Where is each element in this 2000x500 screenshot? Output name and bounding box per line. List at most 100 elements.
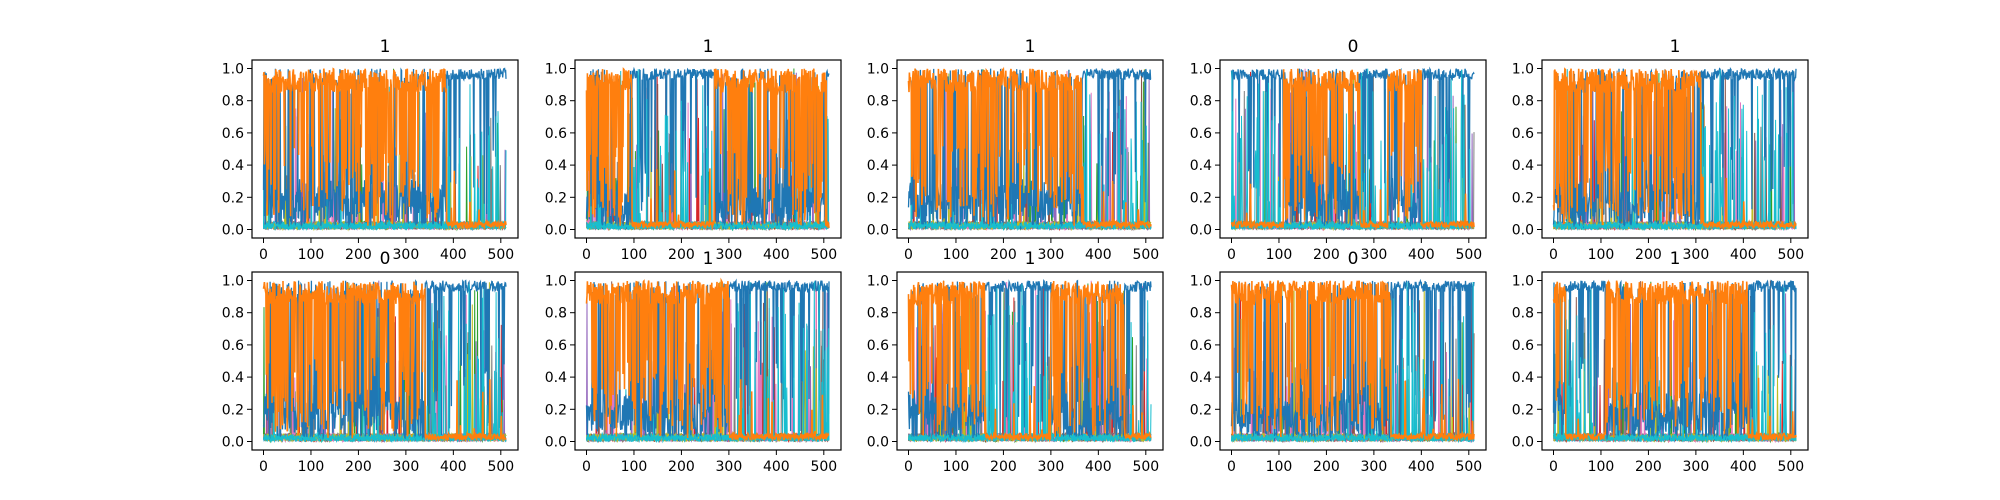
subplot-10: 1 0 100 200 300 400 500 0.0 0.2 0.4 0.6 0.8 1.0 [1512,249,1809,475]
y-tick-label: 0.8 [1190,306,1212,322]
axes-frame [896,271,1164,451]
y-tick-label: 0.0 [222,223,244,239]
y-tick-label: 1.0 [222,62,244,78]
x-tick-label: 400 [763,247,790,263]
series-line [1552,279,1797,443]
subplot-1: 1 0 100 200 300 400 500 0.0 0.2 0.4 0.6 0.8 1.0 [222,37,519,263]
series-line [1553,69,1797,232]
y-tick-label: 0.2 [867,190,889,206]
y-tick-label: 0.0 [867,223,889,239]
x-tick-label: 200 [990,459,1017,475]
y-tick-label: 0.6 [867,338,889,354]
y-tick-label: 0.8 [545,94,567,110]
axes-frame [1541,59,1809,239]
y-tick-label: 0.4 [222,158,244,174]
y-tick-label: 1.0 [1190,274,1212,290]
x-tick-label: 300 [393,247,420,263]
x-tick-label: 0 [259,247,268,263]
subplot-title: 1 [703,37,714,57]
x-tick-label: 100 [621,247,648,263]
subplot-7: 1 0 100 200 300 400 500 0.0 0.2 0.4 0.6 0.8 1.0 [545,249,842,475]
series-line [907,67,1152,230]
y-tick-label: 0.4 [867,158,889,174]
y-tick-label: 0.0 [867,435,889,451]
x-tick-label: 200 [1313,247,1340,263]
y-tick-label: 0.6 [222,126,244,142]
y-tick-label: 0.8 [867,306,889,322]
y-tick-label: 0.4 [1512,370,1534,386]
x-tick-label: 500 [810,247,837,263]
x-tick-label: 400 [1408,247,1435,263]
series-line [1231,281,1475,444]
x-tick-label: 200 [345,459,372,475]
x-tick-label: 500 [810,459,837,475]
series-line [586,281,830,444]
y-tick-label: 0.2 [1512,190,1534,206]
axes-frame [1219,59,1487,239]
subplot-title: 1 [380,37,391,57]
x-tick-label: 200 [1635,459,1662,475]
series-line [907,280,1152,443]
x-tick-label: 400 [440,247,467,263]
x-tick-label: 300 [1038,247,1065,263]
y-tick-label: 0.8 [222,94,244,110]
subplot-title: 1 [1025,37,1036,57]
x-tick-label: 200 [668,247,695,263]
y-tick-label: 0.2 [867,402,889,418]
axes-frame [1219,271,1487,451]
x-tick-label: 100 [1266,247,1293,263]
subplot-title: 1 [1670,249,1681,269]
x-tick-label: 300 [1683,459,1710,475]
subplot-title: 0 [380,249,391,269]
series-line [586,69,830,232]
axes-frame [251,271,519,451]
y-tick-label: 0.2 [222,190,244,206]
y-tick-label: 0.0 [1512,223,1534,239]
series-line [262,67,507,231]
y-tick-label: 1.0 [867,274,889,290]
x-tick-label: 500 [487,247,514,263]
y-tick-label: 0.8 [1512,94,1534,110]
series-line [1230,68,1475,231]
y-tick-label: 0.6 [867,126,889,142]
x-tick-label: 100 [298,459,325,475]
series-line [907,66,1152,230]
y-tick-label: 0.8 [545,306,567,322]
x-tick-label: 0 [904,247,913,263]
y-tick-label: 0.2 [545,190,567,206]
axes-frame [1541,271,1809,451]
x-tick-label: 0 [1549,459,1558,475]
x-tick-label: 400 [440,459,467,475]
series-line [908,284,1152,444]
subplot-3: 1 0 100 200 300 400 500 0.0 0.2 0.4 0.6 0.8 1.0 [867,37,1164,263]
y-tick-label: 0.4 [222,370,244,386]
x-tick-label: 100 [298,247,325,263]
axes-frame [896,59,1164,239]
x-tick-label: 200 [1635,247,1662,263]
y-tick-label: 0.6 [1512,338,1534,354]
y-tick-label: 0.2 [1190,190,1212,206]
x-tick-label: 300 [1683,247,1710,263]
subplot-title: 0 [1348,249,1359,269]
y-tick-label: 1.0 [1512,274,1534,290]
x-tick-label: 200 [668,459,695,475]
y-tick-label: 0.0 [545,435,567,451]
y-tick-label: 0.0 [1512,435,1534,451]
y-tick-label: 0.8 [1512,306,1534,322]
series-line [585,277,830,443]
x-tick-label: 100 [943,247,970,263]
y-tick-label: 0.6 [222,338,244,354]
y-tick-label: 0.2 [545,402,567,418]
y-tick-label: 0.6 [545,126,567,142]
y-tick-label: 0.4 [1190,158,1212,174]
x-tick-label: 500 [487,459,514,475]
series-line [262,280,507,443]
y-tick-label: 0.6 [1190,126,1212,142]
y-tick-label: 1.0 [545,274,567,290]
y-tick-label: 0.2 [1512,402,1534,418]
x-tick-label: 100 [1588,459,1615,475]
series-line [907,278,1152,442]
y-tick-label: 0.4 [1512,158,1534,174]
x-tick-label: 0 [582,459,591,475]
